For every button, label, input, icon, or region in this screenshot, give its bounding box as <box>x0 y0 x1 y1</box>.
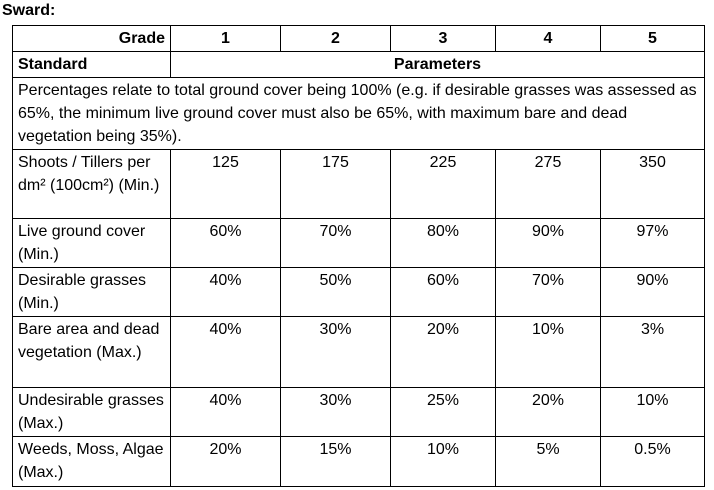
standard-label: Standard <box>12 51 171 78</box>
value: 90% <box>495 218 601 268</box>
value: 3% <box>600 316 705 388</box>
value: 275 <box>495 149 601 219</box>
value: 30% <box>280 387 391 437</box>
value: 70% <box>280 218 391 268</box>
standard: Weeds, Moss, Algae (Max.) <box>12 436 171 487</box>
grade: 1 <box>170 25 281 52</box>
value: 125 <box>170 149 281 219</box>
value: 60% <box>170 218 281 268</box>
grade: 4 <box>495 25 601 52</box>
value: 20% <box>495 387 601 437</box>
value: 15% <box>280 436 391 487</box>
standard: Desirable grasses (Min.) <box>12 267 171 317</box>
standard: Shoots / Tillers per dm² (100cm²) (Min.) <box>12 149 171 219</box>
value: 25% <box>390 387 496 437</box>
table-body: Grade 1 2 3 4 5 Standard Parameters Percentages … <box>12 25 705 487</box>
value: 40% <box>170 387 281 437</box>
data-row: Desirable grasses (Min.) 40% 50% 60% 70% 90% <box>12 267 705 317</box>
standard: Undesirable grasses (Max.) <box>12 387 171 437</box>
note-row: Percentages relate to total ground cover… <box>12 77 705 150</box>
value: 10% <box>600 387 705 437</box>
grade: 2 <box>280 25 391 52</box>
value: 30% <box>280 316 391 388</box>
data-row: Live ground cover (Min.) 60% 70% 80% 90% 97% <box>12 218 705 268</box>
value: 80% <box>390 218 496 268</box>
value: 50% <box>280 267 391 317</box>
value: 40% <box>170 267 281 317</box>
value: 10% <box>390 436 496 487</box>
value: 70% <box>495 267 601 317</box>
data-row: Weeds, Moss, Algae (Max.) 20% 15% 10% 5% 0.5% <box>12 436 705 487</box>
value: 20% <box>390 316 496 388</box>
data-row: Undesirable grasses (Max.) 40% 30% 25% 20% 10… <box>12 387 705 437</box>
value: 40% <box>170 316 281 388</box>
value: 20% <box>170 436 281 487</box>
standard: Live ground cover (Min.) <box>12 218 171 268</box>
value: 97% <box>600 218 705 268</box>
value: 225 <box>390 149 496 219</box>
standard: Bare area and dead vegetation (Max.) <box>12 316 171 388</box>
value: 90% <box>600 267 705 317</box>
parameters-label: Parameters <box>170 51 705 78</box>
grade-label: Grade <box>12 25 171 52</box>
value: 350 <box>600 149 705 219</box>
value: 5% <box>495 436 601 487</box>
value: 175 <box>280 149 391 219</box>
sward-table: Grade 1 2 3 4 5 Standard Parameters Percentages … <box>12 25 705 487</box>
note: Percentages relate to total ground cover… <box>12 77 705 150</box>
title: Sward: <box>2 2 56 19</box>
value: 60% <box>390 267 496 317</box>
grade: 3 <box>390 25 496 52</box>
value: 0.5% <box>600 436 705 487</box>
data-row: Bare area and dead vegetation (Max.) 40% 3… <box>12 316 705 388</box>
subheader-row: Standard Parameters <box>12 51 705 78</box>
header-row: Grade 1 2 3 4 5 <box>12 25 705 52</box>
grade: 5 <box>600 25 705 52</box>
data-row: Shoots / Tillers per dm² (100cm²) (Min.)… <box>12 149 705 219</box>
value: 10% <box>495 316 601 388</box>
